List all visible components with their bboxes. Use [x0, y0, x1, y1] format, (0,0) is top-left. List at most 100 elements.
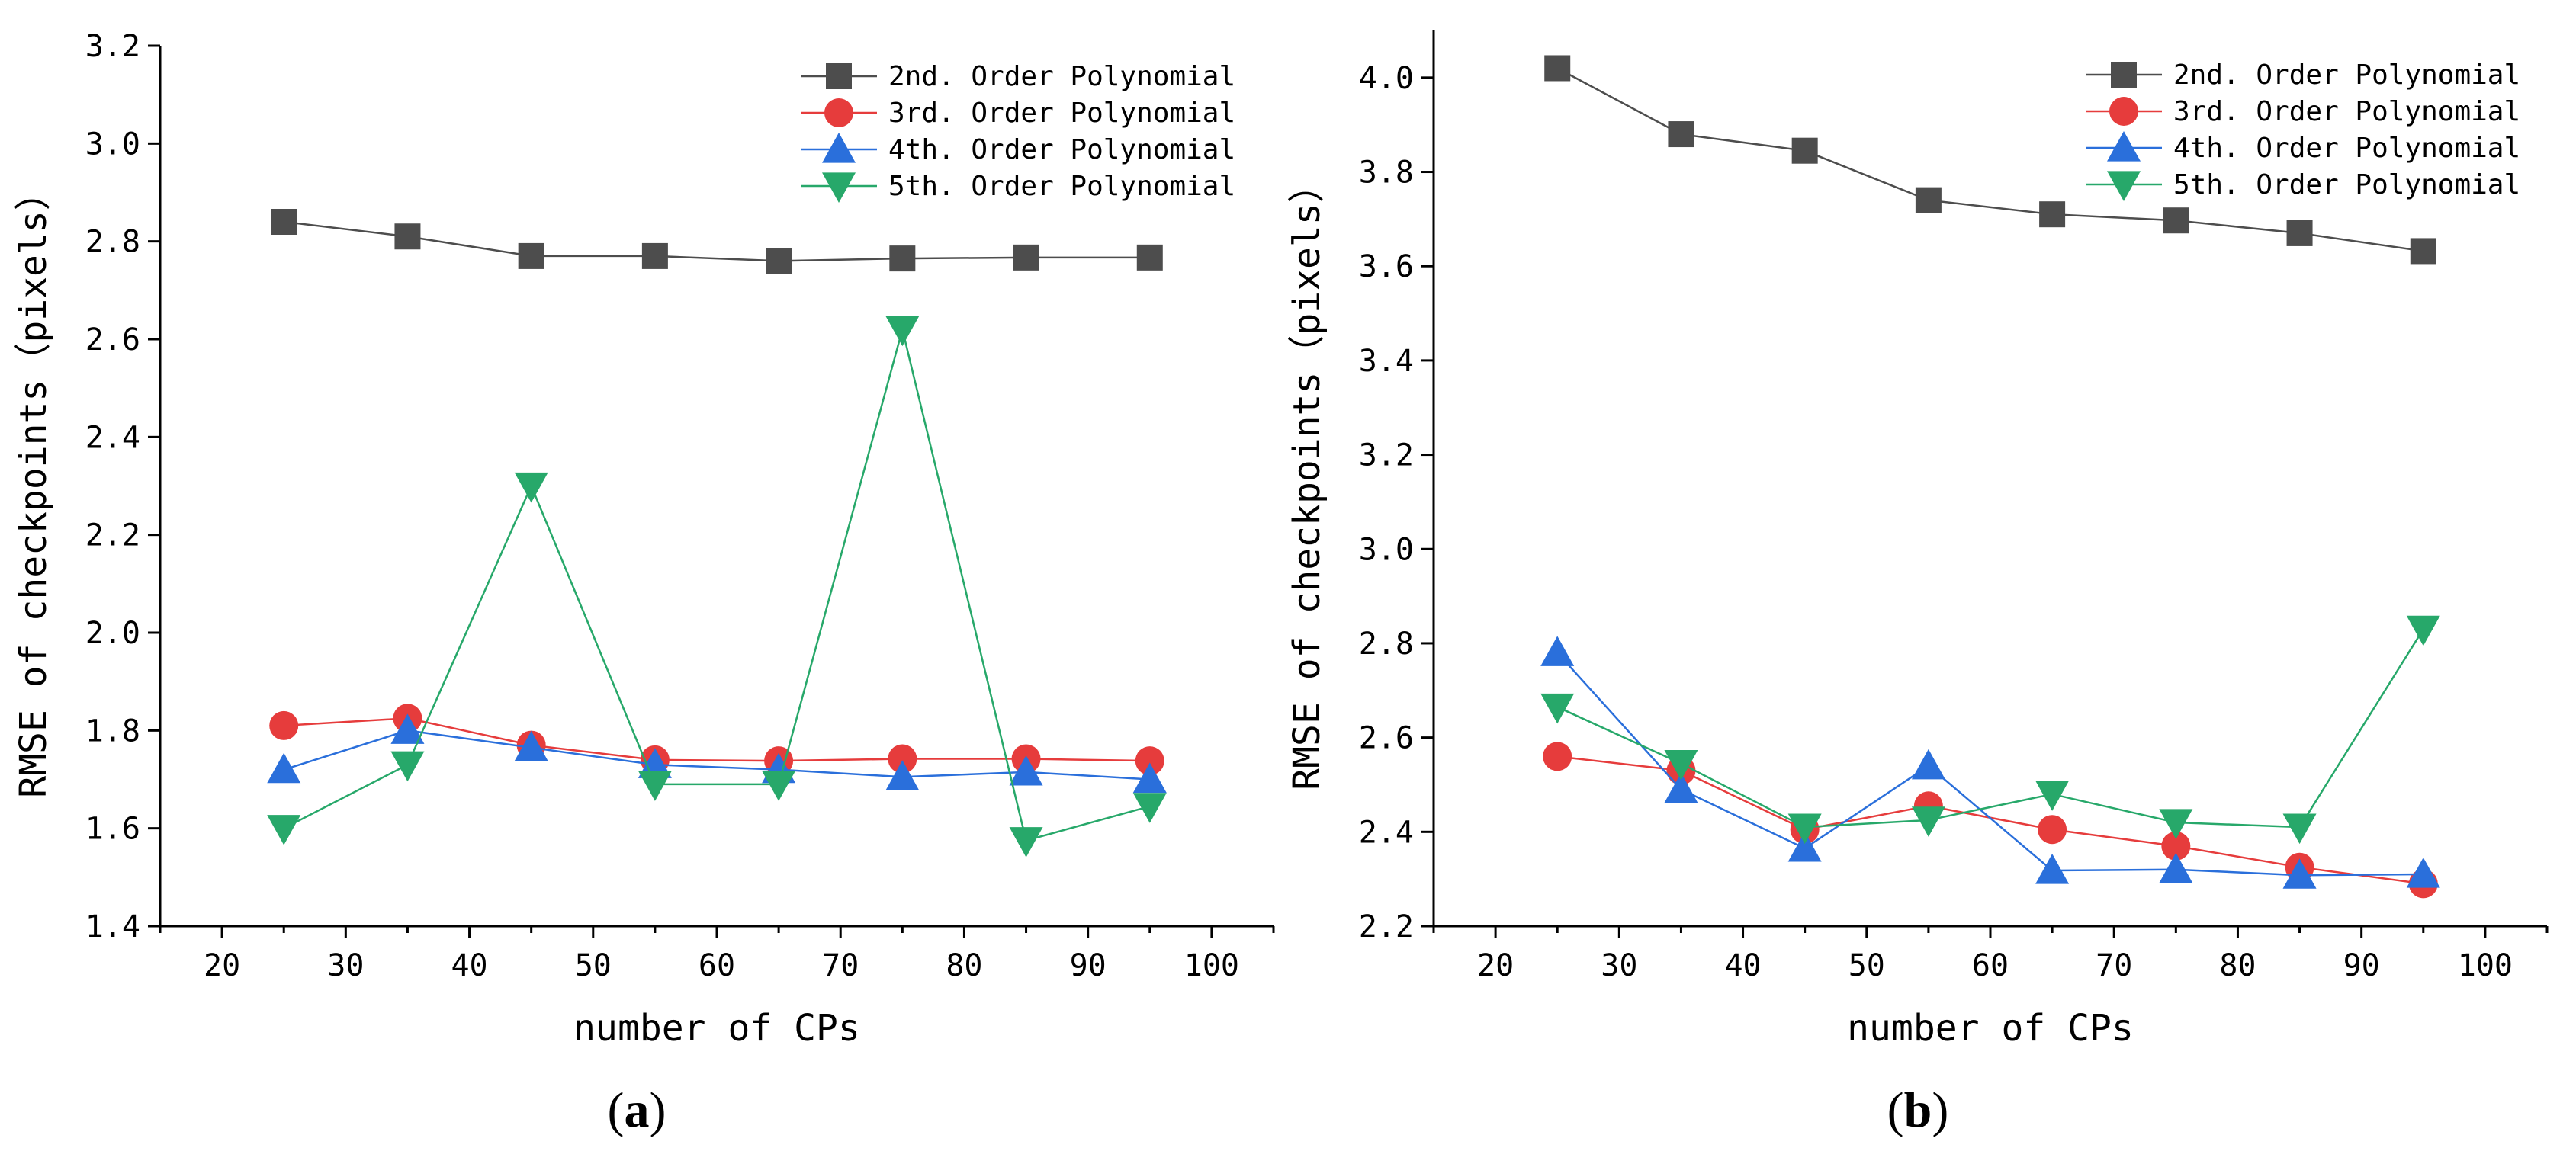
data-point: [2406, 857, 2440, 888]
x-tick-label: 90: [2343, 948, 2380, 983]
legend-label: 2nd. Order Polynomial: [2173, 59, 2520, 91]
data-point: [518, 242, 544, 269]
legend-label: 4th. Order Polynomial: [888, 134, 1235, 165]
series-3: [1540, 636, 2440, 889]
x-tick-label: 80: [2219, 948, 2256, 983]
x-axis-title: number of CPs: [573, 1007, 860, 1050]
data-point: [271, 209, 297, 235]
data-point: [889, 245, 916, 272]
data-point: [1540, 693, 1575, 724]
data-point: [1664, 772, 1698, 803]
series-line: [1556, 628, 2424, 829]
series-line: [283, 729, 1150, 781]
y-tick-label: 2.4: [1359, 815, 1414, 850]
data-point: [2406, 615, 2440, 646]
data-point: [269, 710, 299, 740]
data-point: [1132, 762, 1167, 794]
x-tick-label: 60: [699, 948, 735, 983]
data-point: [1787, 813, 1822, 845]
series-4: [1540, 615, 2440, 845]
legend-marker: [2109, 97, 2138, 126]
data-point: [1135, 746, 1164, 776]
data-point: [2039, 201, 2066, 228]
x-tick-label: 70: [2096, 948, 2132, 983]
legend-label: 5th. Order Polynomial: [888, 171, 1235, 202]
data-point: [1791, 137, 1818, 164]
x-tick-label: 50: [575, 948, 612, 983]
y-tick-label: 3.2: [1359, 438, 1414, 473]
x-tick-label: 80: [946, 948, 982, 983]
data-point: [762, 771, 796, 801]
x-tick-label: 40: [451, 948, 487, 983]
legend-label: 3rd. Order Polynomial: [888, 98, 1235, 129]
series-4: [267, 316, 1167, 858]
data-point: [2410, 238, 2436, 265]
y-tick-label: 3.8: [1359, 155, 1414, 191]
data-point: [2159, 852, 2193, 883]
chart-panel-b: 2.2 2.4 2.6 2.8 3.0 3.2 3.4 3.6 3.8 4.0 20 30 40 50 60…: [1286, 30, 2549, 1138]
y-tick-label: 2.2: [1359, 909, 1414, 944]
y-tick-label: 2.8: [1359, 627, 1414, 662]
data-point: [2035, 854, 2070, 884]
data-point: [267, 752, 301, 784]
legend-label: 3rd. Order Polynomial: [2173, 96, 2520, 127]
y-tick-label: 3.4: [1359, 344, 1414, 379]
x-tick-label: 90: [1070, 948, 1107, 983]
x-tick-label: 100: [1184, 948, 1239, 983]
data-point: [641, 242, 668, 269]
data-point: [1668, 121, 1694, 148]
data-point: [885, 760, 920, 790]
data-point: [2161, 831, 2191, 861]
legend-marker: [2107, 171, 2141, 201]
y-tick-label: 3.2: [85, 29, 140, 64]
data-point: [390, 751, 425, 782]
y-tick-label: 2.0: [85, 616, 140, 651]
x-tick-label: 100: [2458, 948, 2513, 983]
y-axis-title: RMSE of checkpoints（pixels）: [1286, 166, 1328, 790]
data-point: [1009, 827, 1043, 858]
y-tick-label: 2.4: [85, 420, 140, 455]
data-point: [267, 815, 301, 845]
data-point: [2163, 207, 2189, 234]
y-tick-label: 1.8: [85, 713, 140, 749]
data-point: [2282, 813, 2317, 845]
data-point: [1544, 55, 1571, 82]
chart-panel-a: 1.4 1.6 1.8 2.0 2.2 2.4 2.6 2.8 3.0 3.2 20 30 40 50 60…: [12, 29, 1275, 1138]
data-point: [1915, 187, 1942, 213]
panel-label: (b): [1887, 1082, 1949, 1138]
data-point: [1136, 244, 1163, 271]
data-point: [514, 472, 548, 503]
data-point: [2159, 809, 2193, 839]
x-tick-label: 30: [327, 948, 364, 983]
legend-marker: [822, 172, 856, 203]
data-point: [1787, 831, 1822, 862]
data-point: [638, 771, 672, 801]
legend-label: 4th. Order Polynomial: [2173, 133, 2520, 164]
legend: 2nd. Order Polynomial 3rd. Order Polynomi…: [801, 61, 1235, 203]
x-tick-label: 20: [1477, 948, 1514, 983]
legend-label: 5th. Order Polynomial: [2173, 169, 2520, 200]
y-tick-label: 4.0: [1359, 61, 1414, 96]
legend-marker: [826, 63, 852, 89]
y-tick-label: 2.6: [85, 322, 140, 357]
data-point: [1132, 793, 1167, 823]
data-point: [638, 748, 672, 778]
y-tick-label: 1.4: [85, 909, 140, 944]
data-point: [888, 744, 917, 774]
y-tick-label: 1.6: [85, 812, 140, 847]
data-point: [514, 730, 548, 761]
y-tick-label: 3.0: [1359, 532, 1414, 567]
data-point: [394, 223, 421, 250]
x-tick-label: 70: [822, 948, 859, 983]
panel-label: (a): [608, 1082, 666, 1138]
series-line: [284, 220, 1150, 262]
x-tick-label: 40: [1724, 948, 1761, 983]
legend-marker: [824, 98, 853, 127]
legend-marker: [822, 133, 856, 163]
data-point: [1911, 749, 1945, 780]
data-point: [2286, 220, 2313, 246]
series-1: [271, 209, 1163, 274]
y-tick-label: 2.2: [85, 518, 140, 553]
y-tick-label: 3.0: [85, 127, 140, 162]
